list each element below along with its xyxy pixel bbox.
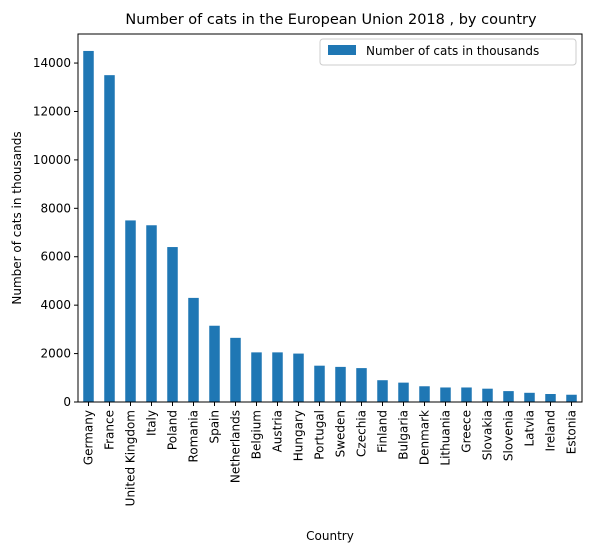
y-tick-label: 6000 [40, 250, 71, 264]
bar-germany [83, 50, 94, 403]
x-tick-label: Czechia [355, 410, 369, 457]
bar-spain [209, 325, 220, 402]
bars-group [83, 50, 577, 403]
y-tick-label: 12000 [33, 104, 71, 118]
legend: Number of cats in thousands [319, 38, 577, 66]
y-tick-label: 2000 [40, 347, 71, 361]
bar-greece [461, 387, 472, 402]
bar-netherlands [230, 337, 241, 402]
bar-latvia [524, 392, 535, 402]
x-tick-label: Spain [208, 410, 222, 444]
bar-romania [188, 297, 199, 402]
bar-united-kingdom [125, 220, 136, 402]
x-tick-label: Bulgaria [397, 410, 411, 460]
x-tick-label: Romania [187, 410, 201, 462]
x-tick-label: Portugal [313, 410, 327, 460]
x-tick-label: Denmark [418, 410, 432, 465]
bar-france [104, 75, 115, 402]
x-tick-label: France [103, 410, 117, 450]
y-tick-label: 4000 [40, 298, 71, 312]
x-tick-label: Netherlands [229, 410, 243, 483]
legend-box [319, 38, 577, 66]
bar-hungary [293, 353, 304, 402]
bar-austria [272, 352, 283, 402]
bar-belgium [251, 352, 262, 402]
bar-denmark [419, 386, 430, 402]
y-axis: 0 2000 4000 6000 8000 10000 12000 14000 [33, 56, 78, 409]
x-tick-label: Belgium [250, 410, 264, 459]
x-axis: Germany France United Kingdom Italy Poland Ro… [82, 402, 579, 506]
chart-title: Number of cats in the European Union 201… [125, 12, 537, 28]
y-tick-label: 8000 [40, 201, 71, 215]
bar-slovakia [482, 388, 493, 402]
x-tick-label: Italy [145, 410, 159, 436]
y-tick-label: 14000 [33, 56, 71, 70]
bar-slovenia [503, 391, 514, 402]
bar-portugal [314, 365, 325, 402]
x-tick-label: Estonia [565, 410, 579, 454]
x-tick-label: Austria [271, 410, 285, 452]
y-tick-label: 10000 [33, 153, 71, 167]
legend-swatch [328, 45, 356, 55]
bar-sweden [335, 366, 346, 402]
y-axis-label: Number of cats in thousands [10, 131, 24, 304]
x-tick-label: Latvia [523, 410, 537, 447]
bar-ireland [545, 394, 556, 402]
x-tick-label: Poland [166, 410, 180, 450]
bar-czechia [356, 368, 367, 402]
x-tick-label: Slovenia [502, 410, 516, 461]
x-tick-label: Ireland [544, 410, 558, 452]
x-tick-label: Lithuania [439, 410, 453, 466]
bar-poland [167, 247, 178, 402]
bar-bulgaria [398, 382, 409, 402]
x-tick-label: Sweden [334, 410, 348, 457]
bar-estonia [566, 394, 577, 402]
y-tick-label: 0 [63, 395, 71, 409]
x-axis-label: Country [306, 529, 354, 543]
bar-italy [146, 225, 157, 402]
x-tick-label: United Kingdom [124, 410, 138, 506]
x-tick-label: Greece [460, 410, 474, 453]
x-tick-label: Hungary [292, 410, 306, 461]
x-tick-label: Finland [376, 410, 390, 453]
bar-finland [377, 380, 388, 402]
legend-entry: Number of cats in thousands [366, 44, 539, 58]
plot-frame [77, 33, 583, 403]
x-tick-label: Slovakia [481, 410, 495, 460]
bar-lithuania [440, 387, 451, 402]
x-tick-label: Germany [82, 410, 96, 465]
